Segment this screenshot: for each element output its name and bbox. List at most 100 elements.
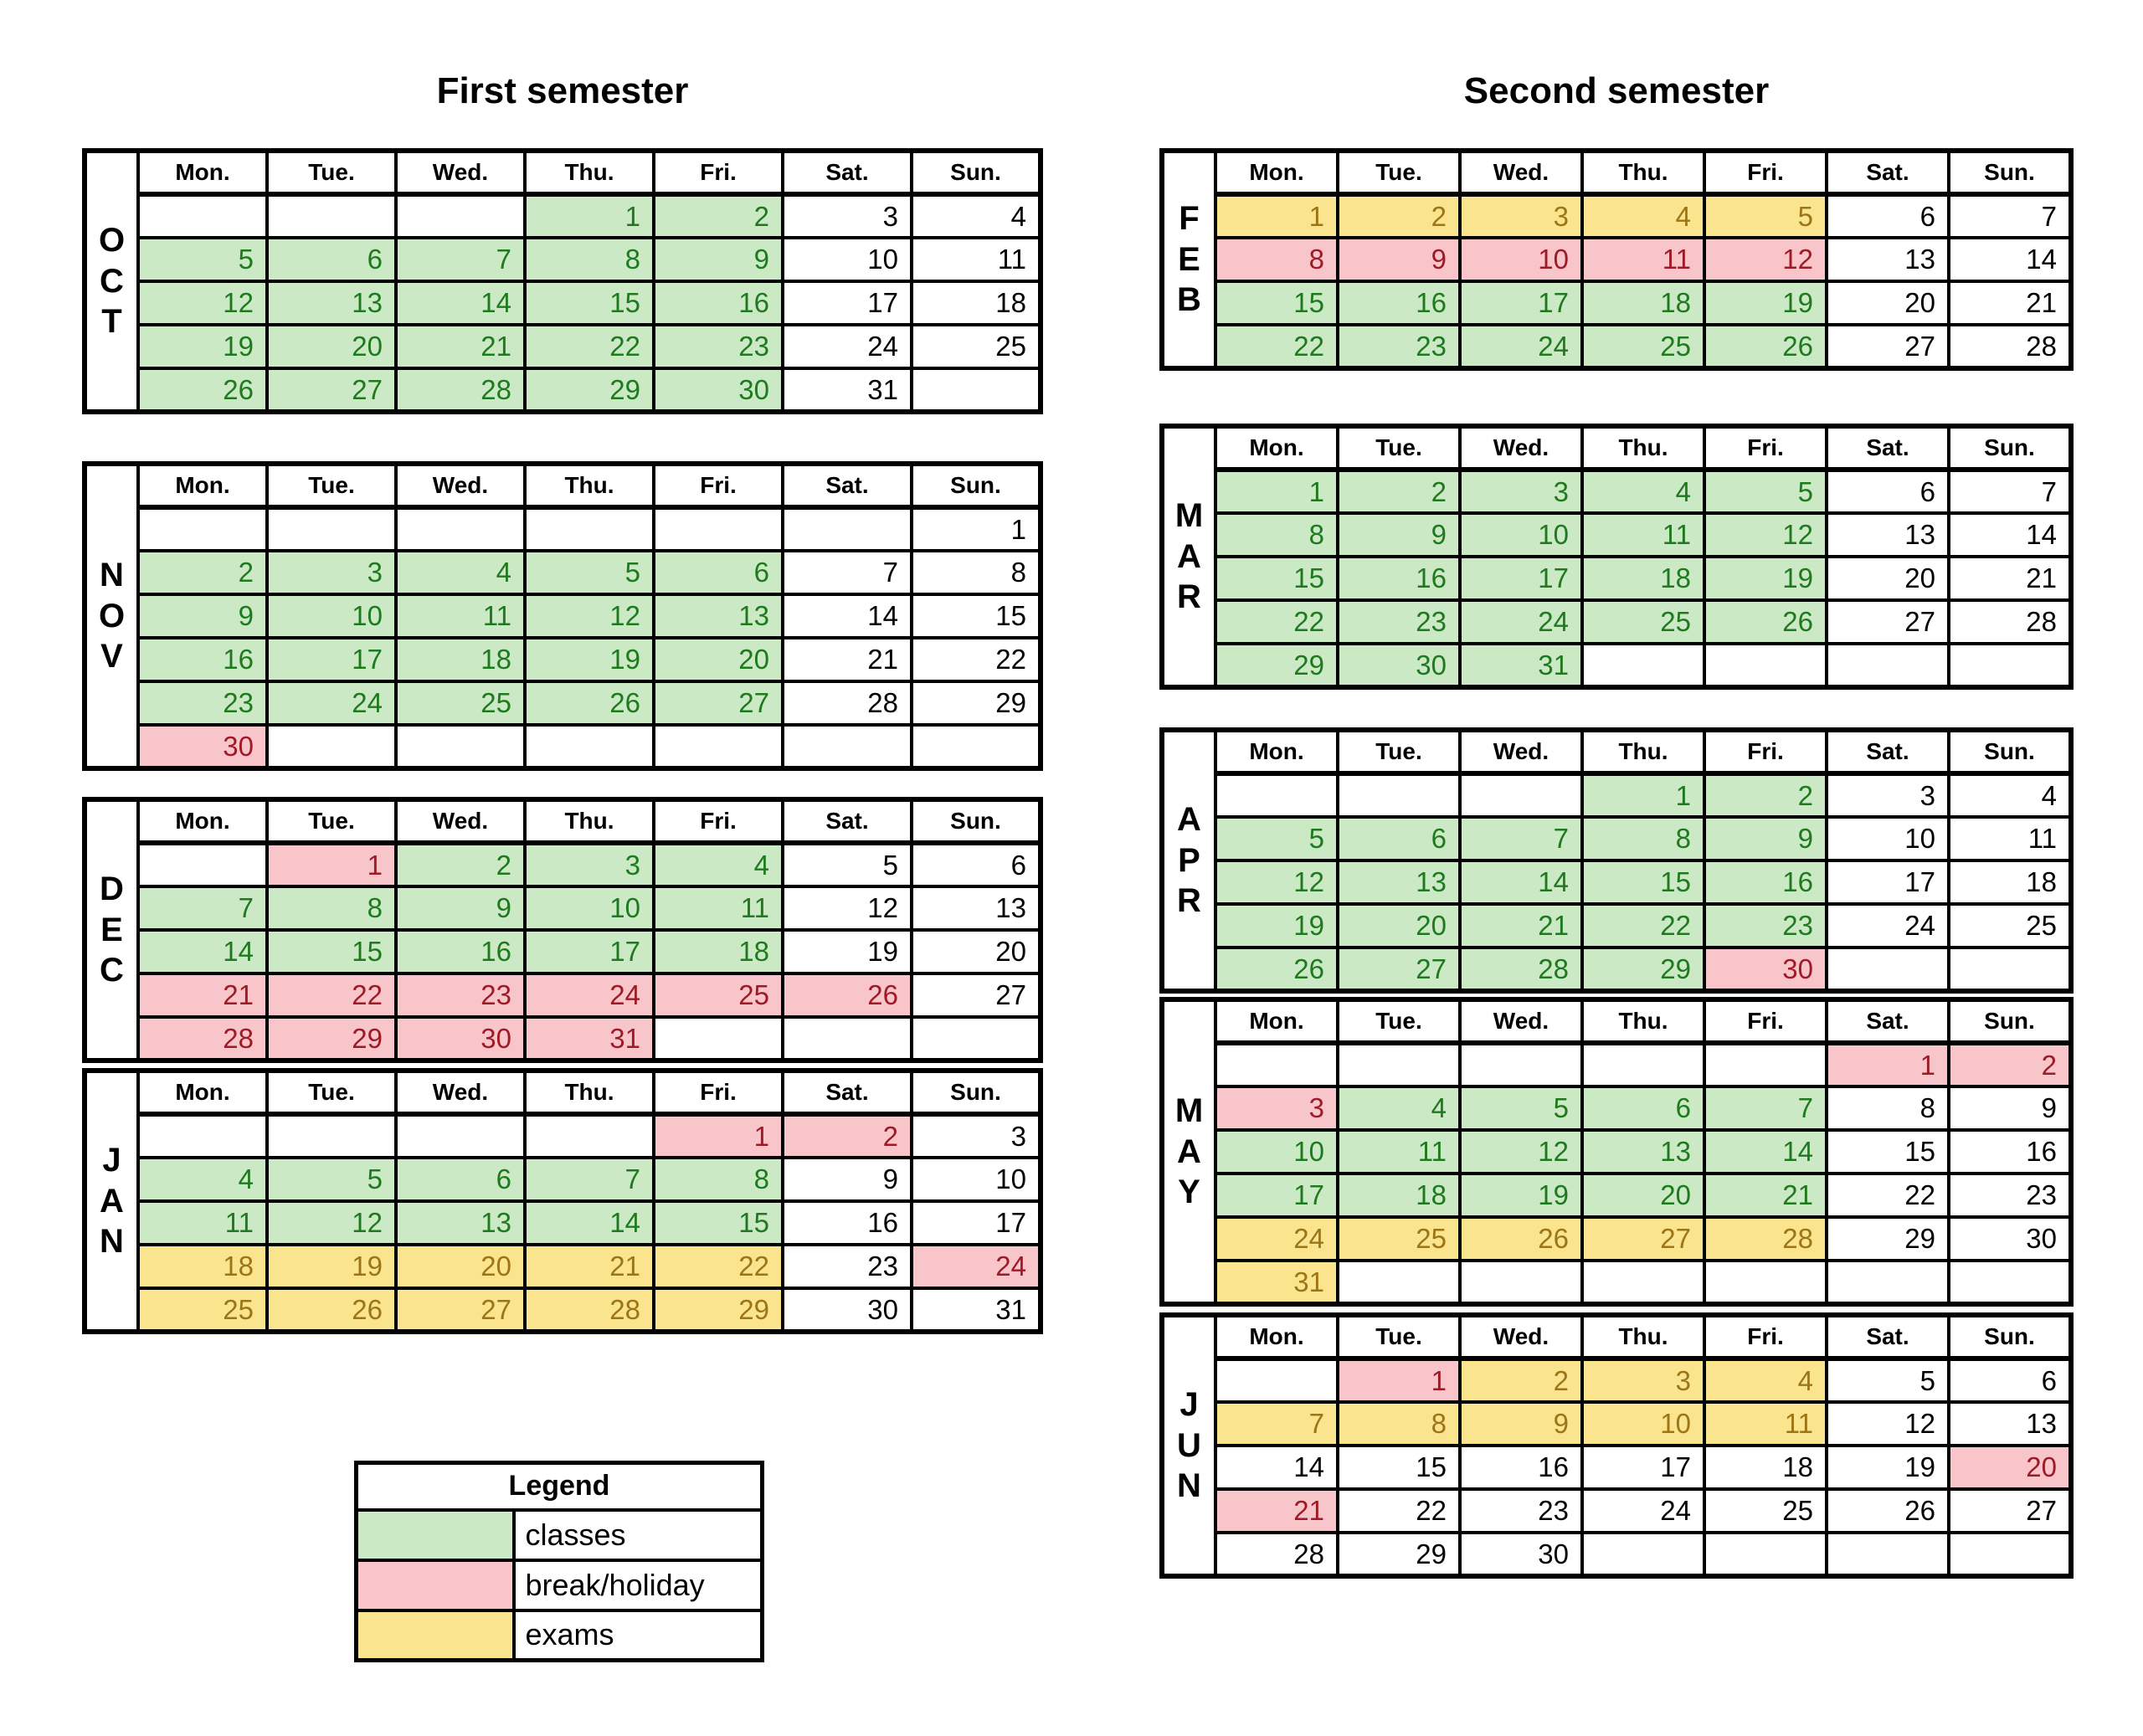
day-cell-dec-13: 13 [910, 885, 1042, 932]
day-cell-nov-27: 27 [652, 680, 784, 727]
day-cell-apr-21: 21 [1458, 902, 1584, 949]
day-cell-apr-2: 2 [1703, 772, 1828, 819]
day-cell-may-27: 27 [1580, 1215, 1706, 1262]
day-header-row: A P R Mon. Tue. Wed. Thu. Fri. Sat. Sun. [1160, 728, 2073, 993]
month-table-apr: A P R Mon. Tue. Wed. Thu. Fri. Sat. Sun. 1 2 3 4 5 6 7 8 9… [1159, 727, 2074, 994]
day-cell-may-20: 20 [1580, 1172, 1706, 1219]
month-letter: Y [1178, 1174, 1200, 1211]
day-cell-oct-11: 11 [910, 236, 1042, 283]
empty-cell [394, 506, 527, 552]
day-cell-oct-30: 30 [652, 367, 784, 413]
day-header-wed: Wed. [1458, 998, 1584, 1045]
week-row: 21 22 23 24 25 26 27 [85, 972, 1042, 1019]
day-header-wed: Wed. [1458, 728, 1584, 776]
day-cell-dec-19: 19 [781, 928, 913, 975]
day-cell-nov-5: 5 [523, 549, 655, 596]
day-cell-feb-3: 3 [1458, 193, 1584, 239]
legend-label-break-holiday: break/holiday [511, 1558, 764, 1612]
month-letter: B [1177, 281, 1201, 319]
day-header-mon: Mon. [1214, 149, 1339, 197]
day-header-row: N O V Mon. Tue. Wed. Thu. Fri. Sat. Sun. [83, 462, 1042, 770]
day-cell-jan-23: 23 [781, 1243, 913, 1290]
empty-cell [1336, 1041, 1462, 1088]
day-header-thu: Thu. [523, 1069, 655, 1117]
second-semester-section: Second semester F E B Mon. Tue. Wed. Thu. Fri. S… [1159, 33, 2074, 1579]
week-row: 26 27 28 29 30 [1162, 946, 2073, 993]
day-cell-feb-4: 4 [1580, 193, 1706, 239]
day-cell-nov-26: 26 [523, 680, 655, 727]
day-cell-dec-11: 11 [652, 885, 784, 932]
day-cell-jan-31: 31 [910, 1287, 1042, 1333]
day-header-row: J A N Mon. Tue. Wed. Thu. Fri. Sat. Sun. [83, 1069, 1042, 1333]
month-letter: R [1177, 882, 1201, 920]
week-row: 19 20 21 22 23 24 25 [85, 323, 1042, 370]
legend-label-classes: classes [511, 1507, 764, 1562]
day-cell-oct-13: 13 [265, 280, 398, 326]
day-cell-jun-25: 25 [1703, 1487, 1828, 1534]
day-cell-dec-4: 4 [652, 841, 784, 888]
day-cell-jan-12: 12 [265, 1199, 398, 1246]
day-cell-oct-15: 15 [523, 280, 655, 326]
day-cell-feb-9: 9 [1336, 236, 1462, 283]
day-cell-dec-22: 22 [265, 972, 398, 1019]
day-header-wed: Wed. [394, 1069, 527, 1117]
day-cell-apr-19: 19 [1214, 902, 1339, 949]
empty-cell [394, 1112, 527, 1159]
day-cell-mar-25: 25 [1580, 598, 1706, 645]
day-cell-nov-8: 8 [910, 549, 1042, 596]
day-cell-nov-30: 30 [136, 723, 269, 770]
day-header-mon: Mon. [136, 1069, 269, 1117]
empty-cell [1336, 1259, 1462, 1306]
day-cell-jun-21: 21 [1214, 1487, 1339, 1534]
day-cell-oct-31: 31 [781, 367, 913, 413]
day-cell-dec-8: 8 [265, 885, 398, 932]
day-cell-oct-7: 7 [394, 236, 527, 283]
empty-cell [265, 193, 398, 239]
day-cell-may-11: 11 [1336, 1128, 1462, 1175]
month-letter: C [100, 262, 124, 300]
day-cell-dec-15: 15 [265, 928, 398, 975]
week-row: 12 13 14 15 16 17 18 [1162, 859, 2073, 906]
first-semester-section: First semester O C T Mon. Tue. Wed. Thu. Fri. Sa… [82, 33, 1043, 1334]
day-cell-oct-26: 26 [136, 367, 269, 413]
day-cell-apr-14: 14 [1458, 859, 1584, 906]
day-cell-oct-9: 9 [652, 236, 784, 283]
day-header-sat: Sat. [1825, 998, 1950, 1045]
day-cell-dec-29: 29 [265, 1015, 398, 1062]
day-cell-jun-13: 13 [1947, 1400, 2073, 1447]
day-cell-apr-23: 23 [1703, 902, 1828, 949]
day-cell-jun-26: 26 [1825, 1487, 1950, 1534]
day-cell-feb-12: 12 [1703, 236, 1828, 283]
day-header-thu: Thu. [1580, 998, 1706, 1045]
day-cell-feb-18: 18 [1580, 280, 1706, 326]
day-cell-mar-28: 28 [1947, 598, 2073, 645]
empty-cell [1458, 772, 1584, 819]
day-cell-apr-24: 24 [1825, 902, 1950, 949]
month-table-oct: O C T Mon. Tue. Wed. Thu. Fri. Sat. Sun. 1 2 3 4 5 6 7 8 9… [82, 148, 1043, 414]
month-letter: C [100, 952, 124, 989]
empty-cell [1703, 1259, 1828, 1306]
empty-cell [394, 723, 527, 770]
week-row: 25 26 27 28 29 30 31 [85, 1287, 1042, 1333]
day-cell-jun-15: 15 [1336, 1444, 1462, 1491]
empty-cell [1580, 1259, 1706, 1306]
week-row: 10 11 12 13 14 15 16 [1162, 1128, 2073, 1175]
day-header-wed: Wed. [394, 462, 527, 510]
day-header-fri: Fri. [1703, 149, 1828, 197]
day-cell-mar-1: 1 [1214, 468, 1339, 515]
day-cell-mar-9: 9 [1336, 511, 1462, 558]
day-cell-nov-12: 12 [523, 593, 655, 639]
week-row: 14 15 16 17 18 19 20 [1162, 1444, 2073, 1491]
day-header-row: O C T Mon. Tue. Wed. Thu. Fri. Sat. Sun. [83, 149, 1042, 413]
day-cell-oct-3: 3 [781, 193, 913, 239]
week-row: 11 12 13 14 15 16 17 [85, 1199, 1042, 1246]
day-cell-jan-14: 14 [523, 1199, 655, 1246]
empty-cell [781, 506, 913, 552]
day-cell-dec-12: 12 [781, 885, 913, 932]
day-header-mon: Mon. [136, 798, 269, 845]
